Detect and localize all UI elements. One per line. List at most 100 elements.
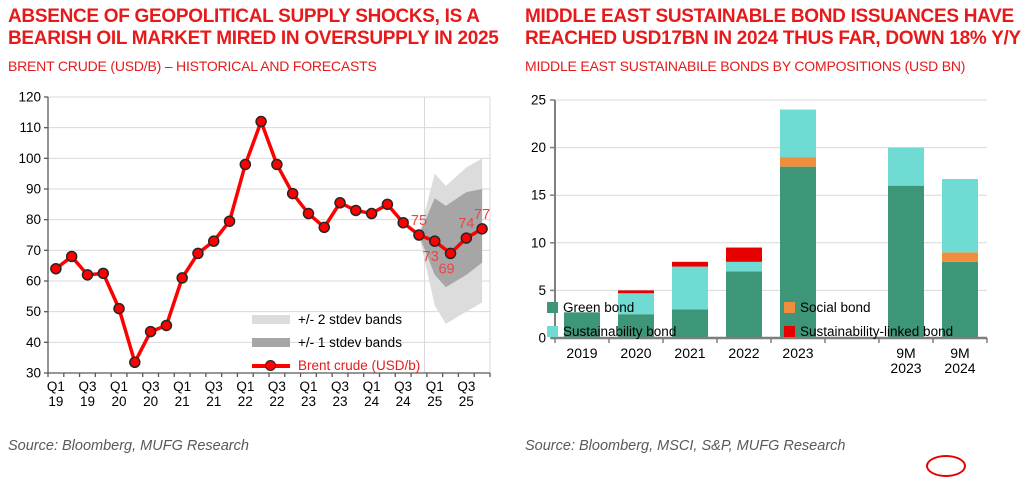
bar-segment — [672, 309, 708, 338]
y-tick-label: 10 — [531, 235, 546, 250]
brent-data-point — [444, 247, 457, 260]
brent-title: ABSENCE OF GEOPOLITICAL SUPPLY SHOCKS, I… — [8, 6, 506, 50]
brent-data-point — [113, 302, 125, 315]
brent-legend-item: +/- 1 stdev bands — [252, 331, 420, 354]
bar-segment — [942, 179, 978, 253]
bonds-legend-label: Green bond — [563, 299, 635, 315]
brent-data-point — [350, 204, 362, 217]
x-tick-label: Q3 — [268, 379, 286, 394]
brent-data-point — [239, 158, 252, 171]
bar-segment — [780, 109, 816, 158]
bar-segment — [672, 261, 708, 267]
bonds-legend-label: Social bond — [800, 299, 871, 315]
x-tick-label: Q1 — [363, 379, 381, 394]
brent-data-point — [176, 272, 188, 284]
x-tick-label: 25 — [427, 394, 442, 409]
bar-segment — [888, 185, 924, 338]
brent-data-point — [271, 158, 283, 171]
bonds-legend: Green bond Social bond Sustainability bond… — [547, 295, 953, 343]
band1-swatch — [252, 338, 290, 347]
red-annotation-arc — [926, 455, 966, 477]
forecast-label: 74 — [458, 216, 474, 232]
bonds-legend-item: Sustainability bond — [547, 319, 784, 343]
brent-title-line2: BEARISH OIL MARKET MIRED IN OVERSUPPLY I… — [8, 28, 499, 49]
brent-subtitle: BRENT CRUDE (USD/B) – HISTORICAL AND FOR… — [8, 58, 377, 74]
x-tick-label: Q3 — [394, 379, 412, 394]
bar-segment — [780, 157, 816, 167]
brent-data-point — [286, 187, 299, 200]
brent-data-point — [413, 229, 425, 241]
y-tick-label: 0 — [538, 331, 546, 346]
brent-data-point — [429, 235, 441, 247]
x-tick-label: 22 — [238, 394, 253, 409]
bonds-title-line1: MIDDLE EAST SUSTAINABLE BOND ISSUANCES H… — [525, 6, 1014, 27]
brent-data-point — [192, 247, 204, 260]
brent-legend-label: +/- 2 stdev bands — [298, 312, 402, 327]
bonds-legend-item: Green bond — [547, 295, 784, 319]
brent-data-point — [65, 250, 78, 263]
x-tick-label: 23 — [333, 394, 348, 409]
x-tick-label: 24 — [396, 394, 412, 409]
bonds-subtitle: MIDDLE EAST SUSTAINABILE BONDS BY COMPOS… — [525, 58, 966, 74]
bar-segment — [726, 247, 762, 262]
bar-segment — [618, 290, 654, 294]
bonds-title-line2: REACHED USD17BN IN 2024 THUS FAR, DOWN 1… — [525, 28, 1021, 49]
forecast-label: 73 — [423, 249, 439, 265]
bar-segment — [672, 266, 708, 310]
one-stdev-band — [418, 189, 483, 288]
sustainability-linked-bond-swatch — [784, 325, 795, 337]
brent-data-point — [460, 232, 473, 244]
x-tick-label: 19 — [48, 394, 63, 409]
y-tick-label: 40 — [26, 335, 41, 350]
bonds-legend-label: Sustainability-linked bond — [800, 323, 954, 339]
brent-line-swatch — [252, 359, 290, 371]
x-tick-label: 23 — [301, 394, 316, 409]
brent-data-point — [50, 262, 62, 275]
bonds-source: Source: Bloomberg, MSCI, S&P, MUFG Resea… — [525, 438, 846, 454]
bonds-legend-label: Sustainability bond — [563, 323, 677, 339]
brent-line — [54, 119, 483, 365]
x-tick-label: Q1 — [426, 379, 444, 394]
x-tick-label: 22 — [269, 394, 284, 409]
bar-segment — [618, 293, 654, 315]
brent-data-point — [160, 319, 173, 332]
brent-data-point — [208, 235, 220, 247]
x-tick-label: 20 — [112, 394, 127, 409]
brent-data-point — [97, 267, 109, 280]
y-tick-label: 80 — [26, 212, 41, 227]
brent-legend: +/- 2 stdev bands +/- 1 stdev bands Brent … — [252, 308, 420, 377]
brent-data-point — [397, 216, 409, 229]
bonds-title: MIDDLE EAST SUSTAINABLE BOND ISSUANCES H… — [525, 6, 1022, 50]
y-tick-label: 50 — [26, 304, 41, 319]
brent-data-point — [318, 221, 330, 234]
bar-segment — [618, 314, 654, 338]
y-tick-label: 120 — [18, 90, 41, 105]
bar-segment — [564, 312, 600, 338]
bar-segment — [888, 147, 924, 186]
forecast-label: 75 — [411, 213, 427, 229]
x-tick-label: 2024 — [944, 360, 975, 376]
x-tick-label: 20 — [143, 394, 158, 409]
brent-data-point — [302, 207, 315, 220]
brent-data-point — [476, 223, 488, 235]
x-tick-label: 2023 — [782, 345, 813, 361]
social-bond-swatch — [784, 301, 795, 313]
bonds-panel: MIDDLE EAST SUSTAINABLE BOND ISSUANCES H… — [517, 0, 1022, 462]
brent-legend-item: Brent crude (USD/b) — [252, 354, 420, 377]
x-tick-label: Q3 — [78, 379, 96, 394]
x-tick-label: Q3 — [331, 379, 349, 394]
x-tick-label: 25 — [459, 394, 474, 409]
y-tick-label: 90 — [26, 182, 41, 197]
band2-swatch — [252, 315, 290, 324]
x-tick-label: 2020 — [620, 345, 651, 361]
y-tick-label: 70 — [26, 243, 41, 258]
brent-legend-label: +/- 1 stdev bands — [298, 335, 402, 350]
forecast-label: 77 — [474, 207, 490, 223]
x-tick-label: Q1 — [47, 379, 65, 394]
x-tick-label: 2021 — [674, 345, 705, 361]
x-tick-label: 2019 — [566, 345, 597, 361]
brent-data-point — [223, 215, 236, 227]
bar-segment — [942, 261, 978, 338]
brent-data-point — [255, 115, 267, 128]
